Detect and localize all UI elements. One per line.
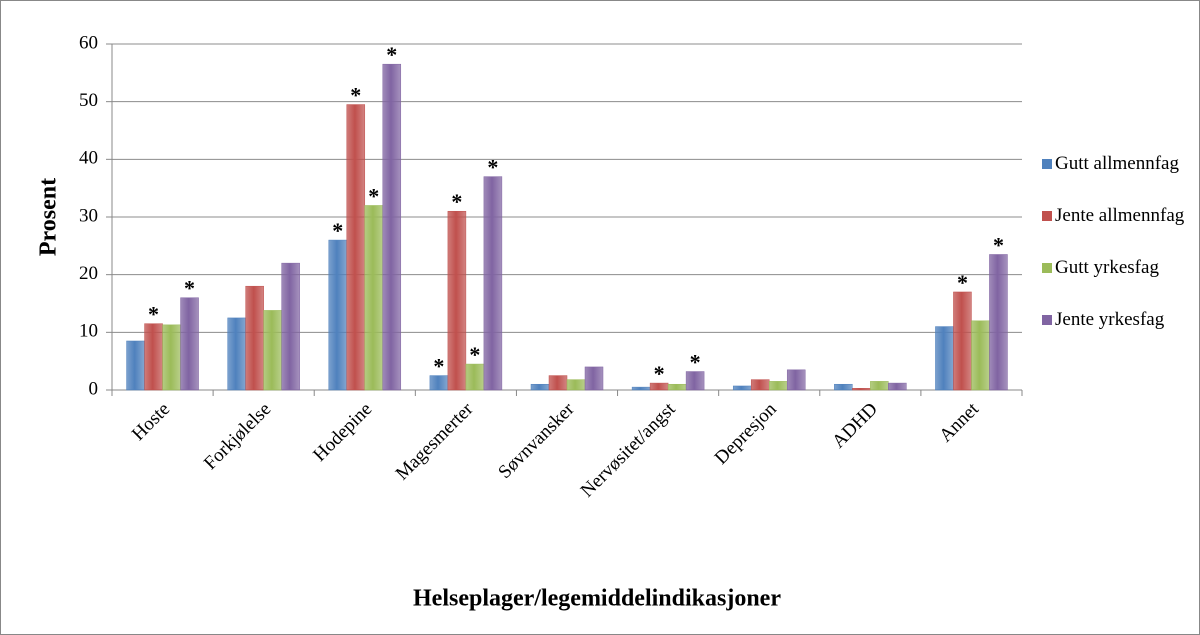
bar (263, 310, 282, 391)
legend-swatch (1042, 263, 1052, 273)
legend-item: Gutt yrkesfag (1042, 252, 1192, 284)
bar (465, 363, 485, 391)
legend-label: Gutt allmennfag (1055, 153, 1179, 174)
bar (162, 324, 181, 391)
bar (281, 262, 300, 391)
bar (768, 381, 788, 391)
significance-mark: * (386, 42, 397, 67)
bar (989, 254, 1008, 391)
legend-label: Gutt yrkesfag (1055, 257, 1159, 278)
legend-swatch (1042, 211, 1052, 221)
y-tick-label: 10 (79, 321, 98, 342)
y-axis-title: Prosent (36, 178, 62, 256)
bar (144, 323, 163, 391)
bar (685, 371, 705, 391)
bar (245, 285, 264, 391)
significance-mark: * (350, 83, 361, 108)
bar (548, 375, 568, 391)
bar (971, 320, 990, 391)
bar (328, 239, 348, 391)
legend-item: Jente allmennfag (1042, 200, 1192, 232)
bar (888, 382, 907, 391)
legend-swatch (1042, 159, 1052, 169)
bar (732, 385, 752, 391)
bar (870, 381, 889, 391)
bar (852, 388, 871, 391)
x-axis-title: Helseplager/legemiddelindikasjoner (413, 586, 781, 612)
y-tick-label: 40 (79, 148, 98, 169)
y-tick-label: 0 (89, 378, 99, 399)
significance-mark: * (451, 189, 462, 214)
legend-label: Jente yrkesfag (1055, 309, 1165, 330)
significance-mark: * (957, 270, 968, 295)
bar (667, 383, 687, 391)
significance-mark: * (690, 350, 701, 375)
bar (631, 386, 651, 391)
significance-mark: * (184, 276, 195, 301)
legend: Gutt allmennfag Jente allmennfag Gutt yrke… (1042, 148, 1192, 356)
y-tick-label: 30 (79, 205, 98, 226)
bar (935, 326, 954, 391)
bar (584, 366, 604, 391)
y-tick-label: 20 (79, 263, 98, 284)
bar (180, 297, 199, 391)
y-tick-label: 60 (79, 32, 98, 53)
bar (750, 379, 770, 391)
bar (382, 63, 402, 391)
bar (364, 205, 384, 391)
bar (126, 340, 145, 391)
bar (953, 291, 972, 391)
bar (227, 317, 246, 391)
y-tick-label: 50 (79, 90, 98, 111)
significance-mark: * (368, 183, 379, 208)
significance-mark: * (332, 218, 343, 243)
bar (447, 210, 467, 391)
legend-item: Jente yrkesfag (1042, 304, 1192, 336)
legend-swatch (1042, 315, 1052, 325)
legend-label: Jente allmennfag (1055, 205, 1185, 226)
significance-mark: * (469, 342, 480, 367)
bar (834, 383, 853, 391)
significance-mark: * (433, 354, 444, 379)
significance-mark: * (487, 155, 498, 180)
bar (346, 104, 366, 391)
significance-mark: * (148, 302, 159, 327)
significance-mark: * (654, 361, 665, 386)
bar (566, 379, 586, 391)
bar (483, 176, 503, 391)
significance-mark: * (993, 232, 1004, 257)
legend-item: Gutt allmennfag (1042, 148, 1192, 180)
bar (786, 369, 806, 391)
bar (530, 383, 550, 391)
